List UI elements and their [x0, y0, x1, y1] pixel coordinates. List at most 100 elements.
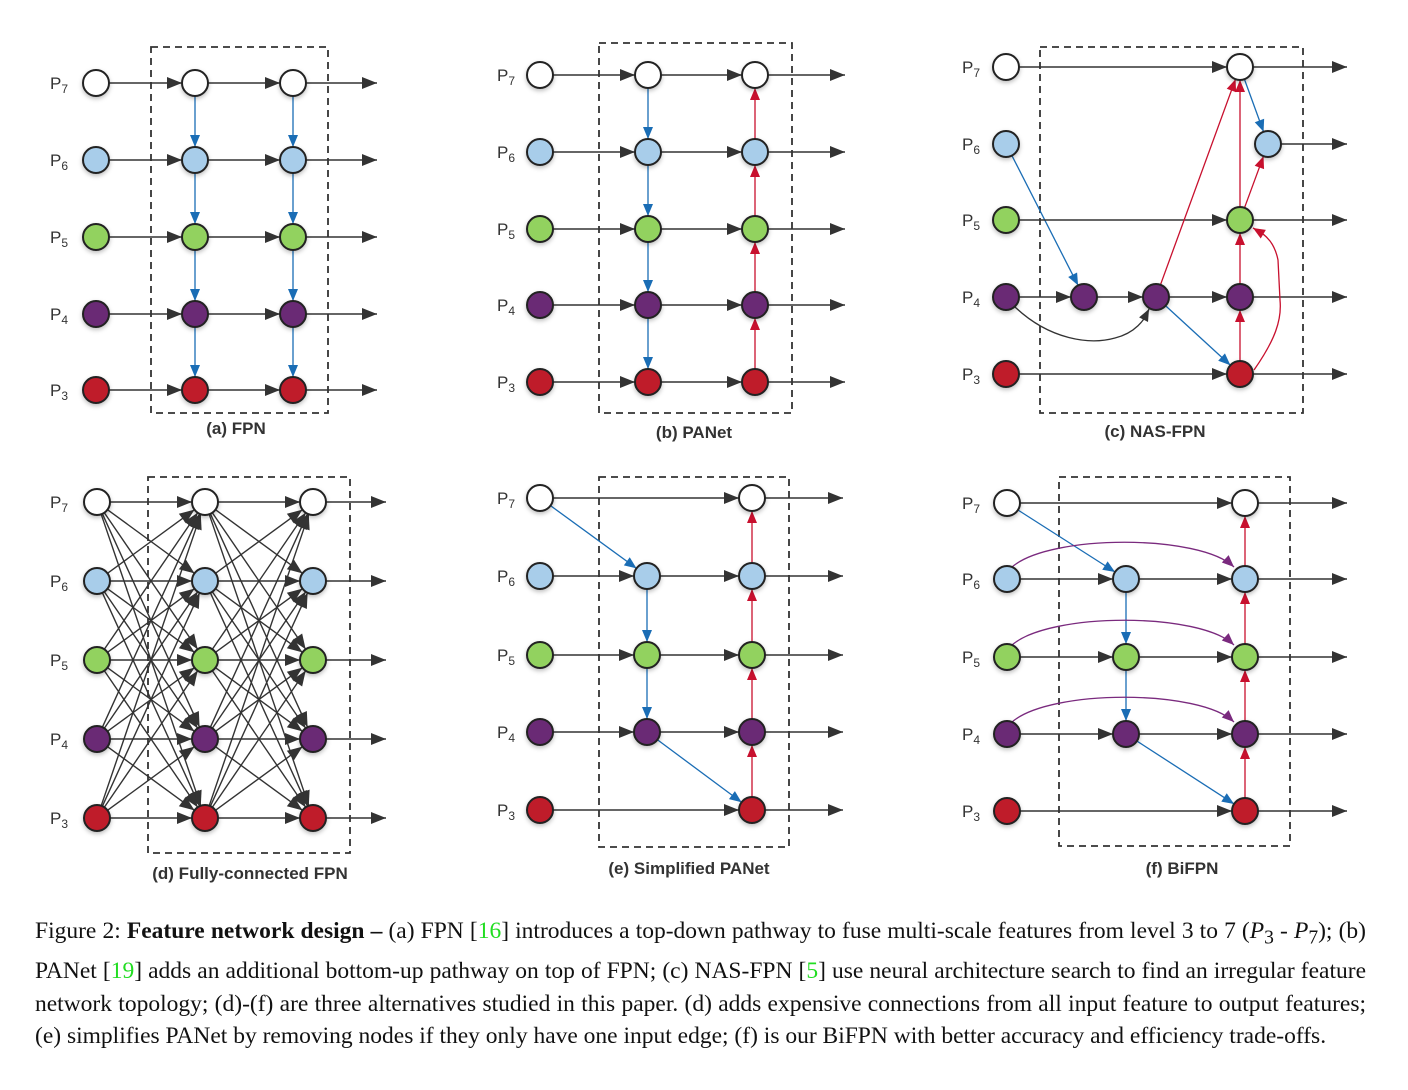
- arrowhead: [286, 559, 303, 574]
- level-label-p7: P7: [962, 58, 980, 80]
- arrowhead: [1240, 516, 1250, 528]
- arrowhead: [177, 733, 192, 745]
- arrowhead: [1240, 670, 1250, 682]
- panel-e: P7 P6 P5 P4 P3 (e) Simplified PANet: [497, 476, 843, 878]
- feature-node-p5: [633, 641, 661, 669]
- edges: [553, 69, 845, 388]
- level-label-p3: P3: [50, 381, 68, 403]
- feature-node-p4: [992, 283, 1020, 311]
- feature-node-p7: [181, 69, 209, 97]
- feature-node-p5: [526, 215, 554, 243]
- arrowhead: [828, 804, 843, 816]
- edge-same-level: [101, 592, 201, 807]
- panel-c: P7 P6 P5 P4 P3 (c) NAS-FPN: [962, 46, 1347, 441]
- arrowhead: [1217, 573, 1232, 585]
- feature-node-p7: [1226, 53, 1254, 81]
- arrowhead: [727, 376, 742, 388]
- arrowhead: [1254, 156, 1265, 170]
- level-label-p5: P5: [962, 211, 980, 233]
- arrowhead: [830, 69, 845, 81]
- arrowhead: [747, 745, 757, 757]
- arrowhead: [1217, 728, 1232, 740]
- arrowhead: [1332, 368, 1347, 380]
- feature-node-p3: [191, 804, 219, 832]
- feature-node-p4: [82, 300, 110, 328]
- citation-link[interactable]: 5: [806, 958, 819, 985]
- arrowhead: [724, 649, 739, 661]
- arrowhead: [362, 231, 377, 243]
- citation-link[interactable]: 16: [477, 918, 502, 944]
- feature-node-p4: [634, 291, 662, 319]
- level-label-p6: P6: [497, 143, 515, 165]
- edges: [100, 496, 386, 824]
- edge-curve: [1011, 696, 1235, 723]
- feature-node-p4: [191, 725, 219, 753]
- arrowhead: [371, 496, 386, 508]
- arrowhead: [1226, 79, 1237, 93]
- edge-same-level: [215, 509, 303, 574]
- arrowhead: [620, 69, 635, 81]
- arrowhead: [286, 667, 303, 682]
- network-boundary-box: [150, 46, 329, 414]
- feature-node-p5: [83, 646, 111, 674]
- math-sub: 7: [1308, 927, 1319, 949]
- arrowhead: [177, 496, 192, 508]
- arrowhead: [177, 812, 192, 824]
- arrowhead: [1212, 291, 1227, 303]
- arrowhead: [830, 299, 845, 311]
- arrowhead: [623, 557, 637, 569]
- arrowhead: [747, 589, 757, 601]
- arrowhead: [362, 308, 377, 320]
- feature-node-p5: [992, 206, 1020, 234]
- edge-same-level: [107, 746, 195, 811]
- arrowhead: [371, 654, 386, 666]
- arrowhead: [1332, 728, 1347, 740]
- arrowhead: [362, 77, 377, 89]
- arrowhead: [178, 796, 195, 811]
- edge-curve: [1011, 541, 1235, 568]
- feature-node-p4: [526, 291, 554, 319]
- feature-node-p4: [279, 300, 307, 328]
- arrowhead: [286, 746, 303, 761]
- caption-text: ] adds an additional bottom-up pathway o…: [134, 958, 807, 985]
- feature-node-p6: [634, 138, 662, 166]
- arrowhead: [285, 496, 300, 508]
- arrowhead: [750, 165, 760, 177]
- citation-link[interactable]: 19: [110, 958, 135, 985]
- feature-node-p5: [82, 223, 110, 251]
- feature-node-p4: [1231, 720, 1259, 748]
- arrowhead: [1212, 214, 1227, 226]
- arrowhead: [747, 668, 757, 680]
- caption-text: ] use neural architecture search to find…: [35, 958, 1366, 1049]
- feature-node-p3: [82, 376, 110, 404]
- feature-node-p5: [299, 646, 327, 674]
- arrowhead: [190, 514, 202, 531]
- feature-node-p7: [526, 484, 554, 512]
- feature-node-p3: [993, 797, 1021, 825]
- arrowhead: [619, 649, 634, 661]
- feature-node-p3: [738, 796, 766, 824]
- feature-node-p3: [1231, 797, 1259, 825]
- arrowhead: [177, 654, 192, 666]
- arrowhead: [724, 492, 739, 504]
- network-boundary-box: [598, 476, 790, 848]
- edge-bottom-up: [1159, 78, 1237, 286]
- arrowhead: [830, 223, 845, 235]
- edge-same-level: [101, 513, 201, 728]
- arrowhead: [828, 726, 843, 738]
- level-label-p4: P4: [497, 723, 515, 745]
- caption-prefix: Figure 2:: [35, 918, 127, 944]
- feature-node-p5: [993, 643, 1021, 671]
- arrowhead: [1212, 368, 1227, 380]
- edges: [1011, 61, 1347, 380]
- level-label-p5: P5: [497, 646, 515, 668]
- edge-same-level: [208, 514, 310, 806]
- math-p7: P: [1293, 918, 1309, 944]
- arrowhead: [747, 511, 757, 523]
- arrowhead: [167, 384, 182, 396]
- edge-top-down: [1136, 740, 1235, 805]
- arrowhead: [178, 717, 195, 732]
- network-boundary-box: [147, 476, 351, 854]
- feature-node-p7: [83, 488, 111, 516]
- feature-node-p4: [1112, 720, 1140, 748]
